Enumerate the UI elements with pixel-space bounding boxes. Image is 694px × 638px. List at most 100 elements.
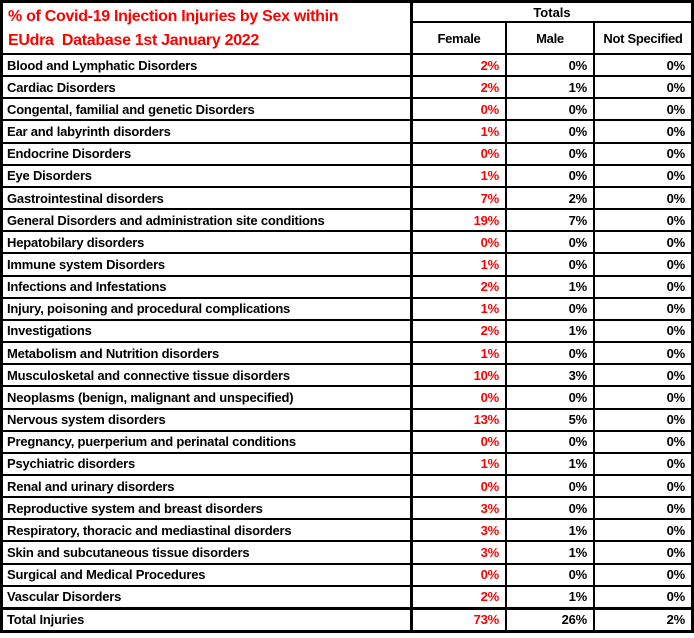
- male-value[interactable]: 1%: [507, 542, 595, 563]
- male-value[interactable]: 0%: [507, 498, 595, 519]
- row-label[interactable]: Metabolism and Nutrition disorders: [3, 343, 413, 364]
- not-specified-value[interactable]: 2%: [666, 612, 686, 628]
- female-value[interactable]: 2%: [413, 586, 507, 607]
- not-specified-value[interactable]: 0%: [666, 545, 686, 561]
- not-specified-value[interactable]: 0%: [666, 234, 686, 250]
- female-value[interactable]: 1%: [413, 254, 507, 275]
- row-label[interactable]: Respiratory, thoracic and mediastinal di…: [3, 520, 413, 541]
- female-value[interactable]: 73%: [413, 609, 507, 631]
- not-specified-value[interactable]: 0%: [666, 500, 686, 516]
- male-value[interactable]: 0%: [507, 232, 595, 253]
- row-label[interactable]: Hepatobilary disorders: [3, 232, 413, 253]
- male-value[interactable]: 1%: [507, 320, 595, 342]
- male-value[interactable]: 1%: [507, 77, 595, 98]
- not-specified-value[interactable]: 0%: [666, 389, 686, 405]
- female-value[interactable]: 0%: [413, 431, 507, 452]
- male-value[interactable]: 0%: [507, 99, 595, 120]
- not-specified-value[interactable]: 0%: [666, 301, 686, 317]
- row-label[interactable]: Psychiatric disorders: [3, 453, 413, 474]
- not-specified-value[interactable]: 0%: [666, 412, 686, 428]
- male-value[interactable]: 1%: [507, 453, 595, 474]
- not-specified-value[interactable]: 0%: [666, 101, 686, 117]
- male-value[interactable]: 0%: [507, 431, 595, 452]
- row-label[interactable]: Surgical and Medical Procedures: [3, 564, 413, 585]
- female-value[interactable]: 13%: [413, 409, 507, 430]
- male-value[interactable]: 3%: [507, 365, 595, 386]
- male-value[interactable]: 0%: [507, 387, 595, 408]
- female-value[interactable]: 0%: [413, 564, 507, 585]
- female-value[interactable]: 0%: [413, 232, 507, 253]
- female-value[interactable]: 0%: [413, 387, 507, 408]
- row-label[interactable]: Immune system Disorders: [3, 254, 413, 275]
- row-label[interactable]: Cardiac Disorders: [3, 77, 413, 98]
- male-value[interactable]: 1%: [507, 276, 595, 297]
- female-value[interactable]: 3%: [413, 542, 507, 563]
- female-value[interactable]: 7%: [413, 187, 507, 209]
- row-label[interactable]: Blood and Lymphatic Disorders: [3, 55, 413, 76]
- male-value[interactable]: 0%: [507, 475, 595, 497]
- male-value[interactable]: 0%: [507, 254, 595, 275]
- not-specified-value[interactable]: 0%: [666, 256, 686, 272]
- not-specified-value[interactable]: 0%: [666, 567, 686, 583]
- female-value[interactable]: 10%: [413, 365, 507, 386]
- not-specified-value[interactable]: 0%: [666, 57, 686, 73]
- not-specified-value[interactable]: 0%: [666, 212, 686, 228]
- row-label[interactable]: Injury, poisoning and procedural complic…: [3, 298, 413, 319]
- male-value[interactable]: 7%: [507, 210, 595, 231]
- not-specified-value[interactable]: 0%: [666, 434, 686, 450]
- male-value[interactable]: 0%: [507, 165, 595, 186]
- not-specified-value[interactable]: 0%: [666, 190, 686, 206]
- row-label[interactable]: Investigations: [3, 320, 413, 342]
- not-specified-value[interactable]: 0%: [666, 79, 686, 95]
- female-value[interactable]: 1%: [413, 121, 507, 142]
- female-value[interactable]: 1%: [413, 453, 507, 474]
- not-specified-value[interactable]: 0%: [666, 279, 686, 295]
- male-value[interactable]: 0%: [507, 121, 595, 142]
- male-value[interactable]: 0%: [507, 298, 595, 319]
- male-value[interactable]: 0%: [507, 564, 595, 585]
- not-specified-value[interactable]: 0%: [666, 323, 686, 339]
- not-specified-value[interactable]: 0%: [666, 456, 686, 472]
- male-value[interactable]: 26%: [507, 609, 595, 631]
- row-label[interactable]: Vascular Disorders: [3, 586, 413, 607]
- female-value[interactable]: 3%: [413, 520, 507, 541]
- not-specified-value[interactable]: 0%: [666, 168, 686, 184]
- row-label[interactable]: Pregnancy, puerperium and perinatal cond…: [3, 431, 413, 452]
- female-value[interactable]: 2%: [413, 77, 507, 98]
- female-value[interactable]: 1%: [413, 343, 507, 364]
- row-label[interactable]: Nervous system disorders: [3, 409, 413, 430]
- row-label[interactable]: Congental, familial and genetic Disorder…: [3, 99, 413, 120]
- female-value[interactable]: 19%: [413, 210, 507, 231]
- row-label[interactable]: Reproductive system and breast disorders: [3, 498, 413, 519]
- row-label[interactable]: Ear and labyrinth disorders: [3, 121, 413, 142]
- row-label[interactable]: Renal and urinary disorders: [3, 475, 413, 497]
- not-specified-value[interactable]: 0%: [666, 478, 686, 494]
- male-value[interactable]: 0%: [507, 55, 595, 76]
- male-value[interactable]: 5%: [507, 409, 595, 430]
- not-specified-value[interactable]: 0%: [666, 367, 686, 383]
- row-label[interactable]: Endocrine Disorders: [3, 143, 413, 164]
- row-label[interactable]: Neoplasms (benign, malignant and unspeci…: [3, 387, 413, 408]
- female-value[interactable]: 2%: [413, 55, 507, 76]
- female-value[interactable]: 2%: [413, 276, 507, 297]
- not-specified-value[interactable]: 0%: [666, 124, 686, 140]
- male-value[interactable]: 0%: [507, 343, 595, 364]
- male-value[interactable]: 1%: [507, 520, 595, 541]
- female-value[interactable]: 2%: [413, 320, 507, 342]
- female-value[interactable]: 3%: [413, 498, 507, 519]
- female-value[interactable]: 0%: [413, 143, 507, 164]
- male-value[interactable]: 0%: [507, 143, 595, 164]
- row-label[interactable]: Infections and Infestations: [3, 276, 413, 297]
- row-label[interactable]: Gastrointestinal disorders: [3, 187, 413, 209]
- female-value[interactable]: 0%: [413, 475, 507, 497]
- male-value[interactable]: 2%: [507, 187, 595, 209]
- row-label[interactable]: Eye Disorders: [3, 165, 413, 186]
- not-specified-value[interactable]: 0%: [666, 345, 686, 361]
- not-specified-value[interactable]: 0%: [666, 146, 686, 162]
- not-specified-value[interactable]: 0%: [666, 589, 686, 605]
- female-value[interactable]: 1%: [413, 298, 507, 319]
- not-specified-value[interactable]: 0%: [666, 522, 686, 538]
- male-value[interactable]: 1%: [507, 586, 595, 607]
- female-value[interactable]: 1%: [413, 165, 507, 186]
- row-label[interactable]: Total Injuries: [3, 609, 413, 631]
